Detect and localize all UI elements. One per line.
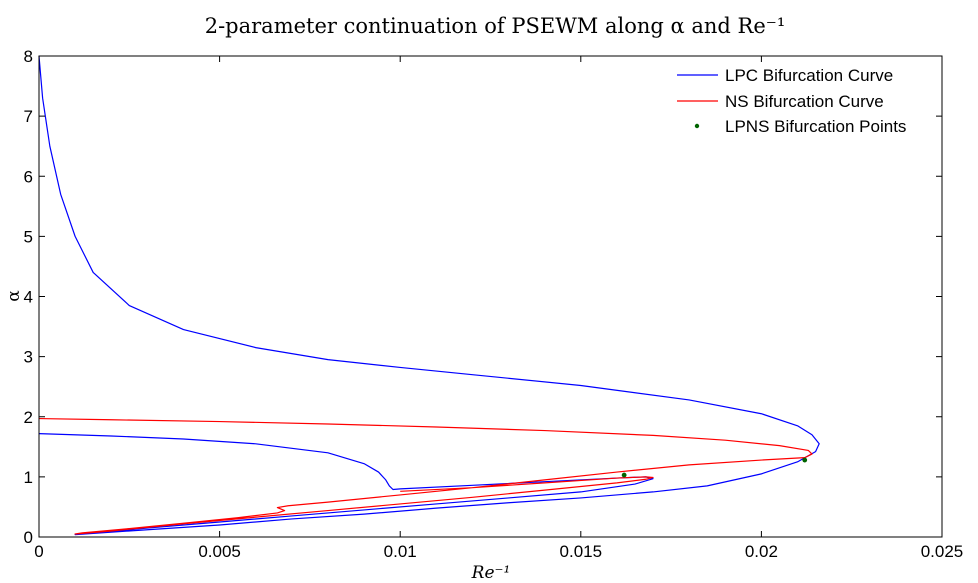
legend: LPC Bifurcation Curve NS Bifurcation Cur… <box>677 66 906 136</box>
legend-label-lpc: LPC Bifurcation Curve <box>725 66 893 85</box>
y-tick-label: 1 <box>24 468 33 487</box>
y-tick-label: 3 <box>24 348 33 367</box>
x-tick-label: 0 <box>34 542 43 561</box>
lpc-bifurcation-curve <box>38 55 820 536</box>
x-tick-label: 0.015 <box>560 542 603 561</box>
ns-bifurcation-curve <box>38 417 813 535</box>
y-axis-label: α <box>4 290 24 302</box>
lpns-bifurcation-point <box>802 457 808 463</box>
series-group <box>38 55 820 536</box>
x-axis-ticks: 0 0.005 0.01 0.015 0.02 0.025 <box>34 56 963 561</box>
chart-title: 2-parameter continuation of PSEWM along … <box>205 14 786 38</box>
x-tick-label: 0.01 <box>384 542 417 561</box>
y-tick-label: 5 <box>24 227 33 246</box>
legend-entry-ns: NS Bifurcation Curve <box>677 92 884 111</box>
legend-label-ns: NS Bifurcation Curve <box>725 92 884 111</box>
y-tick-label: 4 <box>24 288 33 307</box>
y-tick-label: 6 <box>24 167 33 186</box>
y-tick-label: 0 <box>24 528 33 547</box>
y-tick-label: 2 <box>24 408 33 427</box>
legend-entry-lpc: LPC Bifurcation Curve <box>677 66 893 85</box>
lpns-bifurcation-point <box>621 472 627 478</box>
legend-swatch-lpns <box>694 123 700 129</box>
x-tick-label: 0.025 <box>921 542 964 561</box>
x-axis-label: Re⁻¹ <box>471 563 511 583</box>
x-tick-label: 0.02 <box>745 542 778 561</box>
legend-label-lpns: LPNS Bifurcation Points <box>725 117 906 136</box>
y-axis-ticks: 0 1 2 3 4 5 6 7 8 <box>24 47 942 547</box>
y-tick-label: 8 <box>24 47 33 66</box>
legend-entry-lpns: LPNS Bifurcation Points <box>694 117 906 136</box>
y-tick-label: 7 <box>24 107 33 126</box>
x-tick-label: 0.005 <box>198 542 241 561</box>
